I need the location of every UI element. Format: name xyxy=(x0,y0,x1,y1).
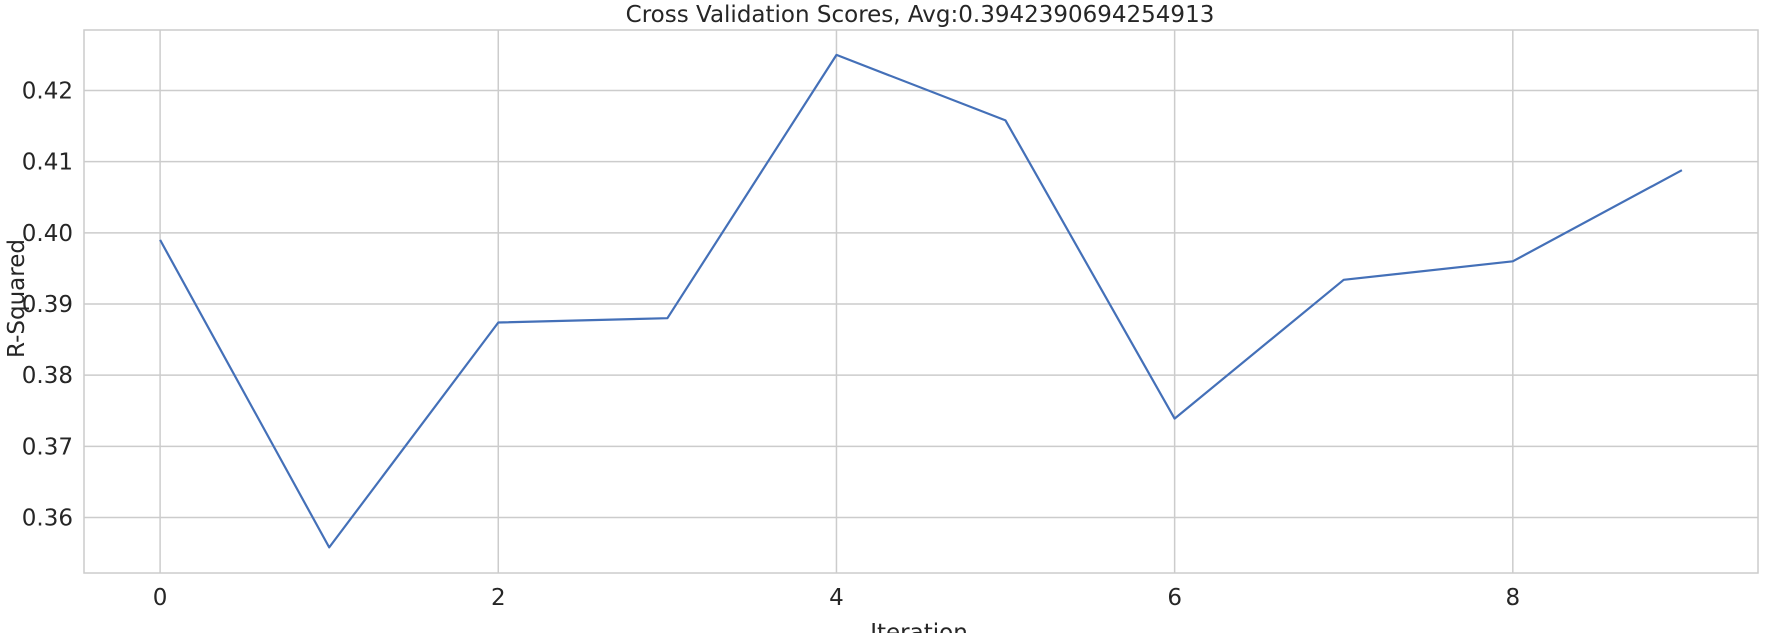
y-tick-label: 0.39 xyxy=(22,292,73,318)
chart-title: Cross Validation Scores, Avg:0.394239069… xyxy=(626,2,1215,28)
y-axis-label: R-Squared xyxy=(4,239,30,358)
x-tick-label: 8 xyxy=(1505,585,1520,611)
x-tick-label: 0 xyxy=(153,585,168,611)
grid xyxy=(84,30,1758,573)
x-tick-label: 4 xyxy=(829,585,844,611)
y-axis-ticks: 0.36 0.37 0.38 0.39 0.40 0.41 0.42 xyxy=(22,78,73,531)
y-tick-label: 0.36 xyxy=(22,505,73,531)
x-tick-label: 6 xyxy=(1167,585,1182,611)
y-tick-label: 0.40 xyxy=(22,221,73,247)
series-line xyxy=(159,53,1683,549)
series-layer xyxy=(159,53,1683,549)
x-axis-ticks: 0 2 4 6 8 xyxy=(153,585,1520,611)
plot-frame xyxy=(83,29,1759,574)
y-tick-label: 0.38 xyxy=(22,363,73,389)
y-tick-label: 0.37 xyxy=(22,434,73,460)
x-axis-label: Iteration xyxy=(870,620,968,633)
y-tick-label: 0.42 xyxy=(22,78,73,104)
x-tick-label: 2 xyxy=(491,585,506,611)
y-tick-label: 0.41 xyxy=(22,150,73,176)
